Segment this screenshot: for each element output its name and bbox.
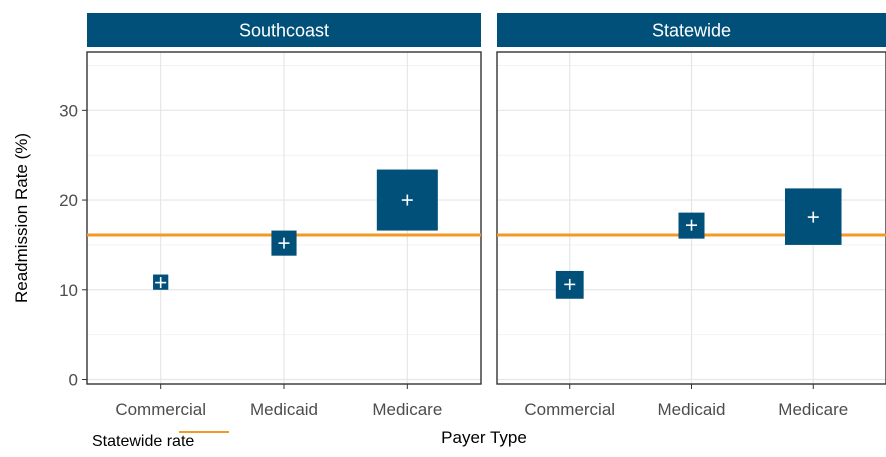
point-marker-medicare [401,194,413,206]
y-axis-title: Readmission Rate (%) [12,133,31,303]
x-tick-label: Medicare [778,400,848,419]
panel-border [496,51,886,385]
x-tick-label: Commercial [115,400,206,419]
facet-title: Southcoast [239,21,329,41]
x-tick-label: Medicaid [250,400,318,419]
point-marker-medicare [807,211,819,223]
y-tick-label: 0 [69,371,78,390]
facet-strip-southcoast [87,13,481,47]
point-marker-medicaid [278,237,290,249]
point-marker-commercial [155,277,167,289]
x-tick-label: Medicare [372,400,442,419]
x-tick-label: Medicaid [657,400,725,419]
legend-label: Statewide rate [92,433,194,450]
x-axis-title: Payer Type [441,428,527,447]
y-tick-label: 10 [59,281,78,300]
point-marker-commercial [564,278,576,290]
y-tick-label: 20 [59,191,78,210]
y-tick-label: 30 [59,101,78,120]
panel-border [86,51,482,385]
x-tick-label: Commercial [524,400,615,419]
facet-strip-statewide [497,13,886,47]
point-marker-medicaid [686,219,697,231]
facet-title: Statewide [652,21,731,41]
